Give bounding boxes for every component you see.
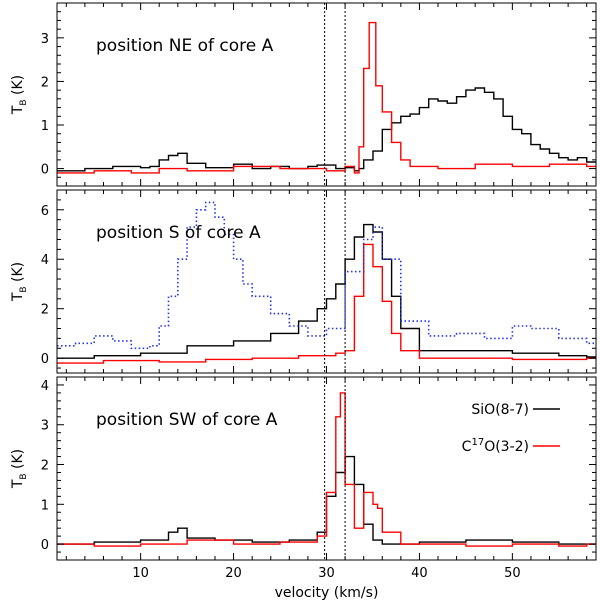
panel-title: position S of core A	[96, 223, 261, 243]
legend-item-2: C17O(3-2)	[462, 437, 560, 455]
y-axis-label: TB (K)	[10, 449, 29, 489]
legend-label: SiO(8-7)	[471, 402, 529, 418]
panel-1-series	[57, 21, 596, 174]
panel-3: 0 1 2 3 4 position SW of core A TB (K)	[10, 376, 597, 561]
panel-1-frame	[56, 2, 597, 187]
y-tick-label: 1	[41, 119, 49, 134]
y-tick-label: 2	[41, 459, 49, 474]
y-tick-label: 4	[41, 253, 49, 268]
series-c17o-3-2--line	[57, 21, 596, 174]
x-tick-label: 30	[318, 566, 335, 581]
x-tick-label: 40	[411, 566, 428, 581]
y-tick-label: 2	[41, 303, 49, 318]
series-c17o-3-2--line	[57, 392, 596, 547]
y-axis-label: TB (K)	[10, 262, 29, 302]
series-unlabeled-line	[57, 201, 596, 350]
series-sio-8-7--line	[57, 455, 596, 545]
x-tick-label: 10	[132, 566, 149, 581]
panel-title: position SW of core A	[96, 410, 278, 430]
panel-title: position NE of core A	[96, 36, 274, 56]
y-tick-label: 0	[41, 538, 49, 553]
panel-2-frame	[56, 189, 597, 374]
panel-3-series	[57, 392, 596, 547]
y-tick-label: 1	[41, 498, 49, 513]
x-tick-label: 20	[225, 566, 242, 581]
legend-label: C17O(3-2)	[462, 437, 529, 455]
panel-1: 0 1 2 3 position NE of core A TB (K)	[10, 2, 597, 187]
y-tick-label: 2	[41, 75, 49, 90]
y-tick-label: 4	[41, 379, 49, 394]
panel-2: 0 2 4 6 position S of core A TB (K)	[10, 189, 597, 374]
series-sio-8-7--line	[57, 223, 596, 359]
legend-item-1: SiO(8-7)	[471, 402, 560, 418]
x-axis-label: velocity (km/s)	[275, 585, 379, 601]
y-tick-label: 3	[41, 32, 49, 47]
series-sio-8-7--line	[57, 87, 596, 172]
y-tick-label: 6	[41, 204, 49, 219]
y-axis-label: TB (K)	[10, 75, 29, 115]
y-tick-label: 0	[41, 352, 49, 367]
panel-2-series	[57, 201, 596, 364]
series-c17o-3-2--line	[57, 243, 596, 364]
y-tick-label: 0	[41, 163, 49, 178]
y-tick-label: 3	[41, 419, 49, 434]
x-tick-label: 50	[504, 566, 521, 581]
